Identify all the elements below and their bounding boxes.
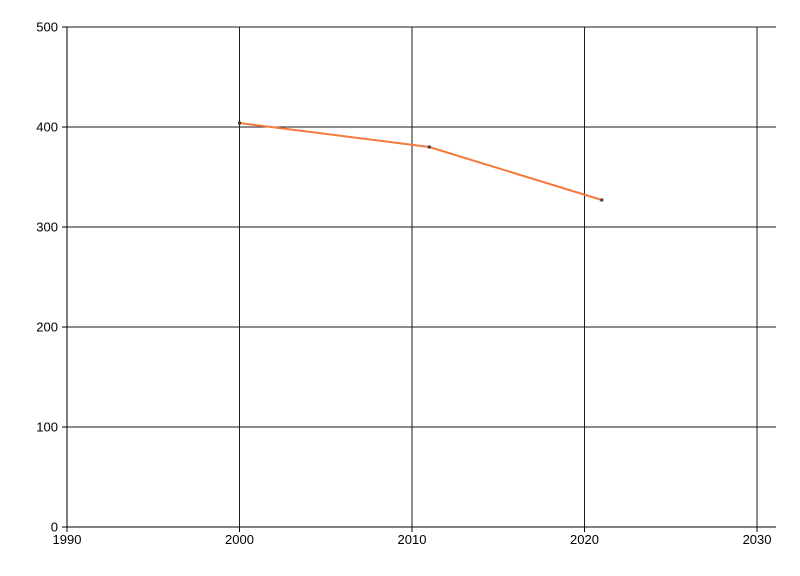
x-tick-label: 2030 — [743, 532, 772, 547]
y-tick-label: 400 — [36, 120, 58, 135]
data-point-marker — [427, 145, 431, 149]
data-point-marker — [238, 121, 241, 125]
x-tick-label: 2020 — [570, 532, 599, 547]
y-tick-label: 300 — [36, 220, 58, 235]
x-tick-label: 2000 — [225, 532, 254, 547]
axes — [62, 26, 776, 532]
tick-labels: 0 100 200 300 400 500 1990 2000 2010 2020 2030 — [36, 20, 771, 547]
y-tick-label: 200 — [36, 320, 58, 335]
y-tick-label: 0 — [51, 520, 58, 535]
x-tick-label: 1990 — [53, 532, 82, 547]
data-series — [238, 121, 604, 202]
x-tick-label: 2010 — [398, 532, 427, 547]
y-tick-label: 100 — [36, 420, 58, 435]
data-point-marker — [600, 198, 604, 202]
y-tick-label: 500 — [36, 20, 58, 35]
gridlines — [66, 26, 776, 528]
